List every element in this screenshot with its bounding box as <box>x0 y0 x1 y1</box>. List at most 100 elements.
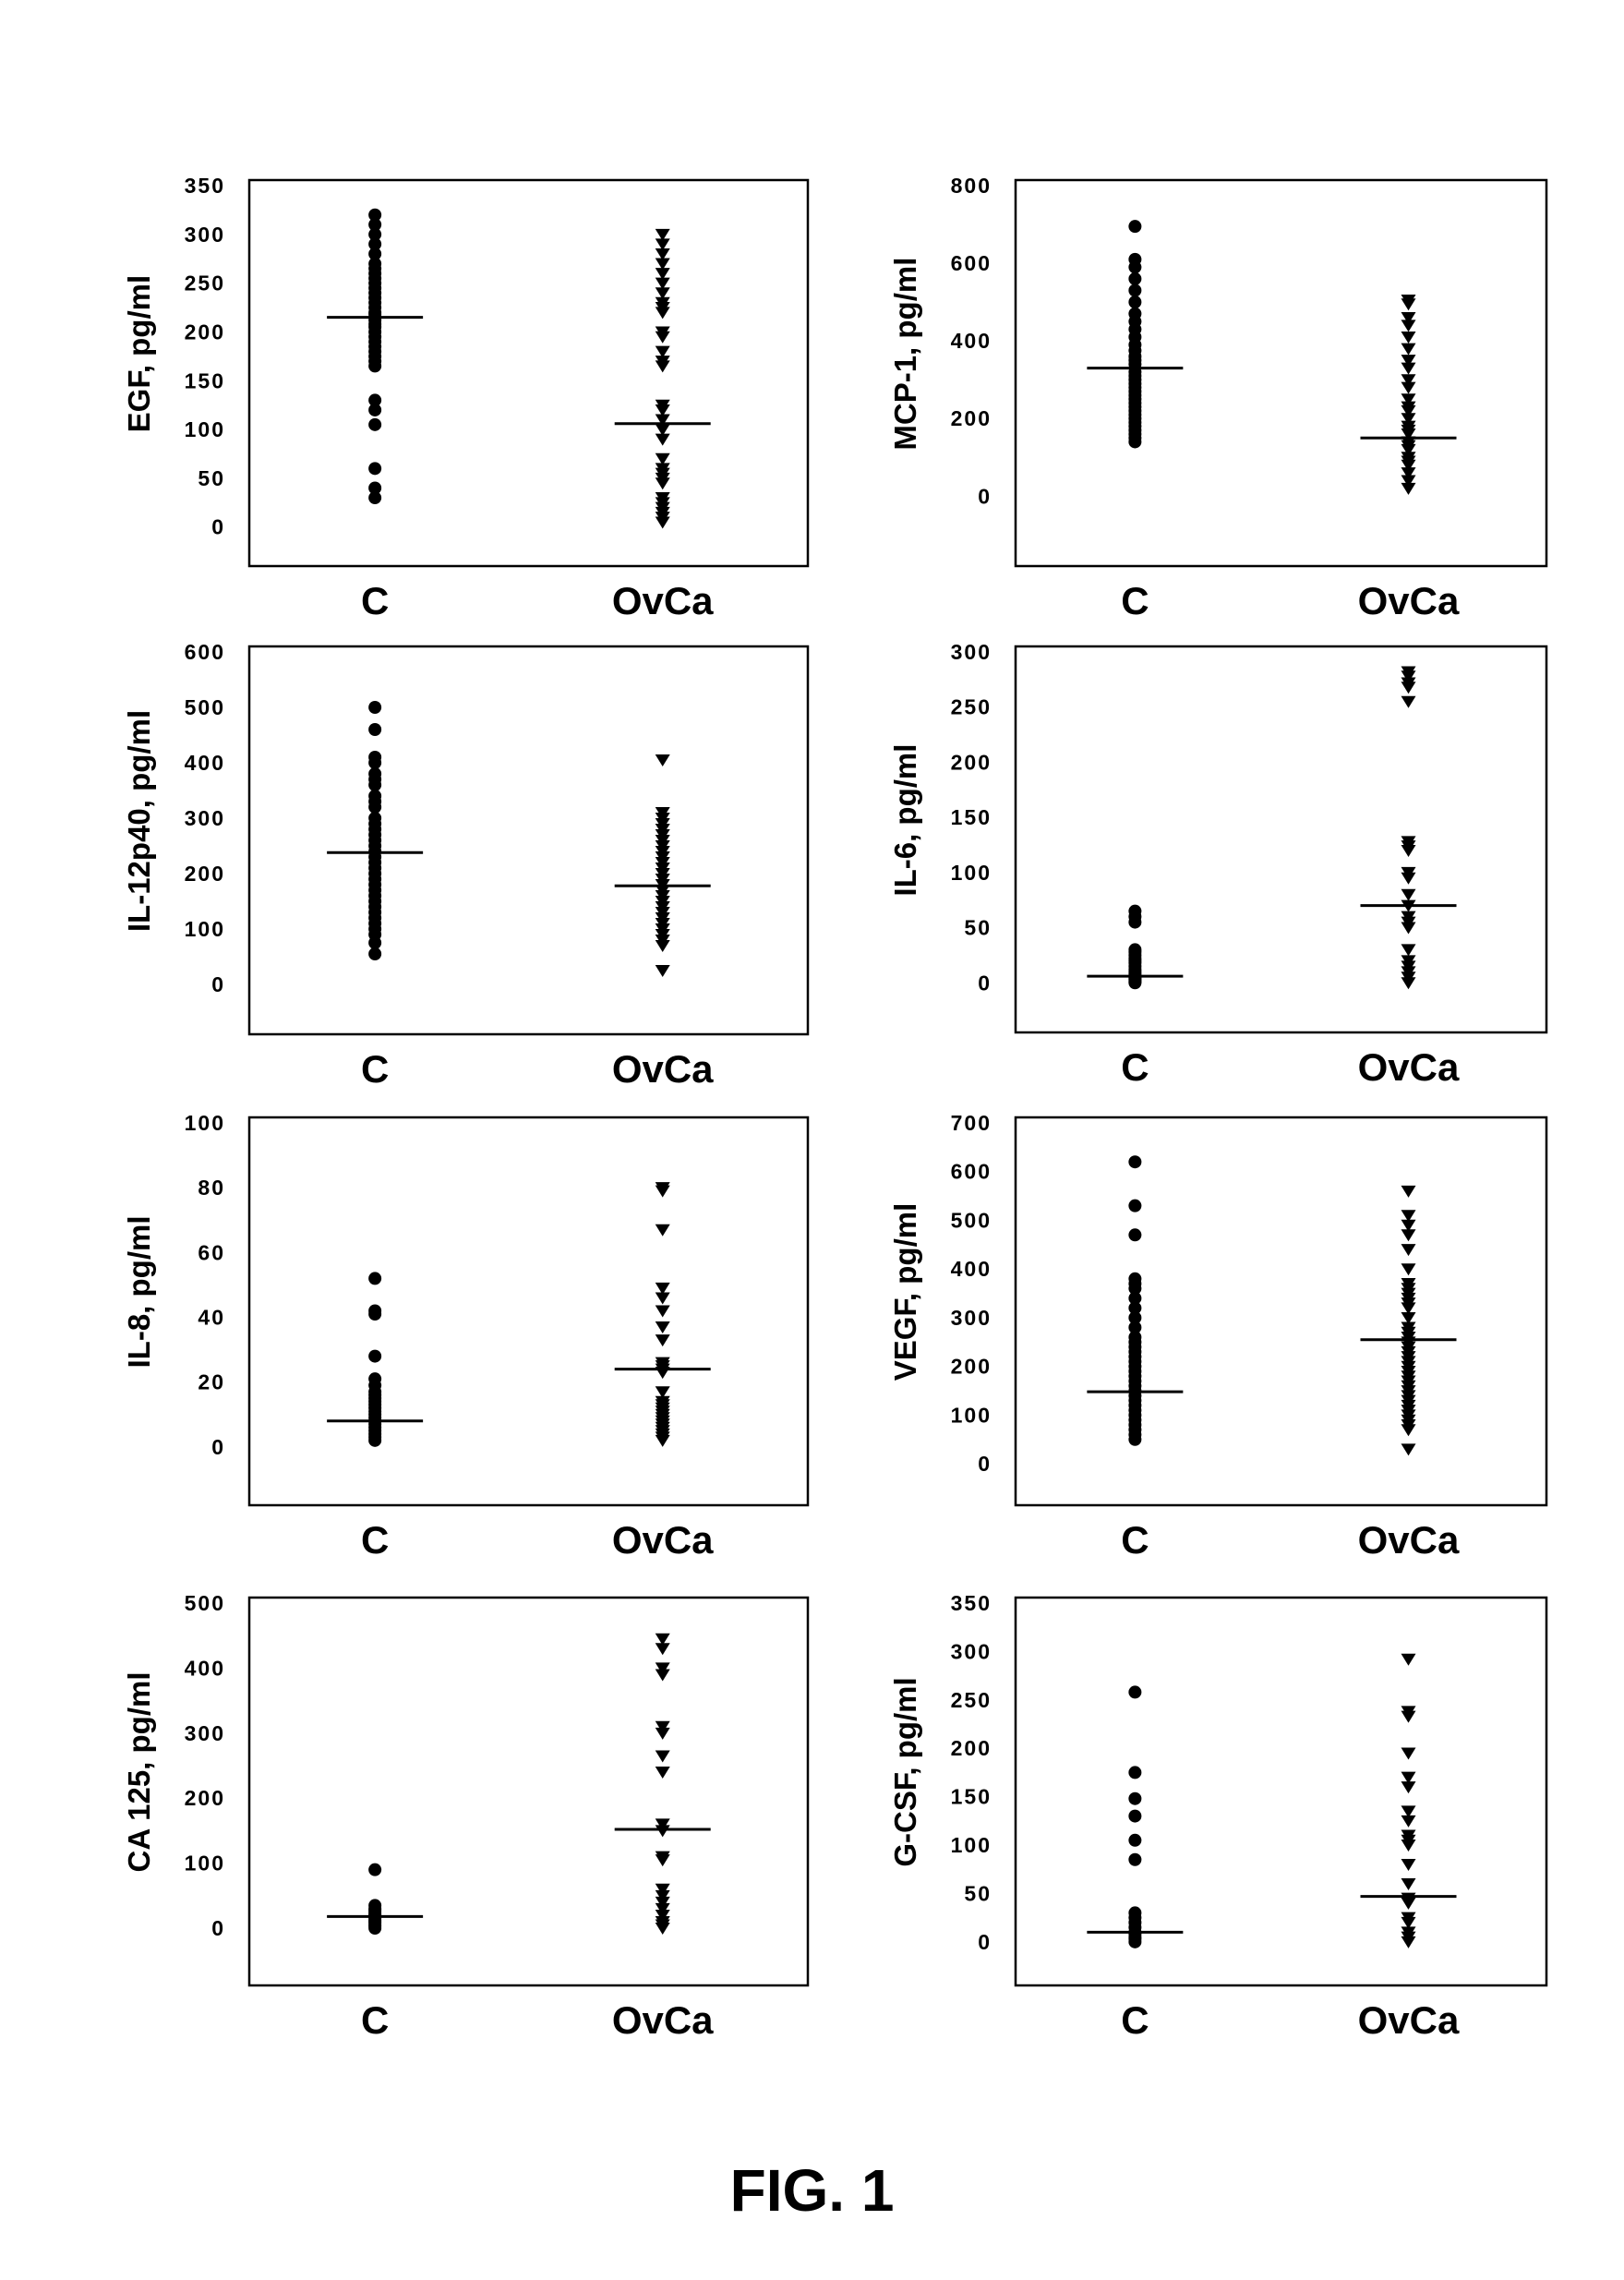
egf-category-label-ovca: OvCa <box>612 579 714 622</box>
ca-125-point-ovca <box>655 1854 670 1867</box>
mcp-1-point-ovca <box>1401 482 1416 495</box>
egf-point-ovca <box>655 287 670 300</box>
ca-125-point-ovca <box>655 1883 670 1896</box>
il6-panel: 0 50 100 150 200 250 300 IL-6, pg/ml C OvCa <box>888 640 1548 1089</box>
egf-ytick-label: 150 <box>185 368 225 392</box>
ca125-panel: 0 100 200 300 400 500 CA 125, pg/ml C OvCa <box>122 1591 810 2042</box>
il-12p40-category-label-ovca: OvCa <box>612 1047 714 1091</box>
vegf-ytick-label: 700 <box>951 1111 992 1135</box>
vegf-ytick-label: 200 <box>951 1355 992 1379</box>
mcp-1-point-ovca <box>1401 311 1416 324</box>
mcp-1-point-ovca <box>1401 443 1416 456</box>
il-8-ytick-label: 0 <box>211 1435 225 1459</box>
il-8-point-ovca <box>655 1305 670 1318</box>
egf-point-c <box>368 247 382 260</box>
mcp-1-point-ovca <box>1401 362 1416 375</box>
g-csf-point-ovca <box>1401 1897 1416 1910</box>
gcsf-panel: 0 50 100 150 200 250 300 350 G-CSF, pg/ml C OvCa <box>888 1591 1548 2042</box>
g-csf-point-ovca <box>1401 1858 1416 1871</box>
mcp-1-point-ovca <box>1401 413 1416 426</box>
il-8-point-c <box>368 1433 382 1447</box>
vegf-ytick-label: 600 <box>951 1160 992 1184</box>
ca-125-ytick-label: 200 <box>185 1786 225 1810</box>
egf-ytick-label: 100 <box>185 417 225 441</box>
il-12p40-ytick-label: 200 <box>185 862 225 886</box>
mcp-1-point-c <box>1128 220 1142 234</box>
egf-ytick-label: 300 <box>185 223 225 247</box>
vegf-point-ovca <box>1401 1229 1416 1242</box>
mcp-1-y-axis-label: MCP-1, pg/ml <box>888 258 922 451</box>
il-6-y-axis-label: IL-6, pg/ml <box>888 744 922 897</box>
mcp-1-point-ovca <box>1401 355 1416 368</box>
vegf-point-ovca <box>1401 1302 1416 1315</box>
il-8-point-ovca <box>655 1224 670 1237</box>
il-12p40-ytick-label: 500 <box>185 695 225 719</box>
il-8-plot-frame <box>247 1116 810 1507</box>
il-6-point-c <box>1128 915 1142 929</box>
il-12p40-point-c <box>368 801 382 814</box>
egf-point-ovca <box>655 345 670 358</box>
il-12p40-ytick-label: 600 <box>185 640 225 664</box>
g-csf-point-ovca <box>1401 1805 1416 1818</box>
il12p40-panel: 0 100 200 300 400 500 600 IL-12p40, pg/ml C OvCa <box>122 640 810 1091</box>
egf-point-ovca <box>655 258 670 271</box>
il-8-ytick-label: 100 <box>185 1111 225 1135</box>
mcp1-panel: 0 200 400 600 800 MCP-1, pg/ml C OvCa <box>888 174 1548 622</box>
vegf-point-c <box>1128 1432 1142 1446</box>
g-csf-point-ovca <box>1401 1781 1416 1794</box>
vegf-point-ovca <box>1401 1210 1416 1223</box>
il-8-point-ovca <box>655 1292 670 1305</box>
egf-point-c <box>368 237 382 251</box>
mcp-1-point-ovca <box>1401 404 1416 417</box>
ca-125-point-ovca <box>655 1902 670 1915</box>
egf-point-ovca <box>655 228 670 241</box>
g-csf-ytick-label: 300 <box>951 1639 992 1663</box>
egf-point-c <box>368 227 382 241</box>
il-6-point-ovca <box>1401 682 1416 694</box>
il-12p40-point-c <box>368 723 382 736</box>
il-6-ytick-label: 100 <box>951 861 992 885</box>
ca-125-point-ovca <box>655 1767 670 1779</box>
vegf-ytick-label: 100 <box>951 1403 992 1427</box>
g-csf-ytick-label: 150 <box>951 1785 992 1809</box>
g-csf-point-c <box>1128 1935 1142 1948</box>
vegf-point-ovca <box>1401 1443 1416 1456</box>
vegf-y-axis-label: VEGF, pg/ml <box>888 1203 922 1381</box>
g-csf-point-c <box>1128 1833 1142 1847</box>
g-csf-plot-frame <box>1014 1596 1548 1987</box>
vegf-point-c <box>1128 1199 1142 1212</box>
il-8-ytick-label: 40 <box>198 1306 225 1330</box>
il8-panel: 0 20 40 60 80 100 IL-8, pg/ml C OvCa <box>122 1111 810 1562</box>
egf-category-label-c: C <box>361 579 389 622</box>
vegf-point-c <box>1128 1228 1142 1242</box>
ca-125-point-ovca <box>655 1889 670 1902</box>
mcp-1-point-ovca <box>1401 331 1416 344</box>
il-8-ytick-label: 20 <box>198 1370 225 1394</box>
mcp-1-ytick-label: 0 <box>978 484 992 508</box>
g-csf-point-ovca <box>1401 1815 1416 1828</box>
ca-125-category-label-c: C <box>361 1998 389 2042</box>
vegf-point-c <box>1128 1310 1142 1324</box>
egf-ytick-label: 200 <box>185 320 225 344</box>
il-6-ytick-label: 50 <box>964 916 992 940</box>
il-6-ytick-label: 150 <box>951 805 992 829</box>
g-csf-category-label-ovca: OvCa <box>1358 1998 1460 2042</box>
il-6-point-c <box>1128 976 1142 990</box>
il-12p40-point-c <box>368 756 382 769</box>
ca-125-point-ovca <box>655 1825 670 1838</box>
g-csf-point-ovca <box>1401 1710 1416 1723</box>
mcp-1-point-ovca <box>1401 381 1416 394</box>
g-csf-point-ovca <box>1401 1916 1416 1929</box>
il-8-point-ovca <box>655 1334 670 1347</box>
g-csf-ytick-label: 50 <box>964 1881 992 1905</box>
il-8-point-ovca <box>655 1282 670 1295</box>
il-8-point-ovca <box>655 1434 670 1447</box>
mcp-1-plot-frame <box>1014 178 1548 568</box>
egf-point-ovca <box>655 360 670 373</box>
il-12p40-plot-frame <box>247 645 810 1036</box>
il-6-point-ovca <box>1401 844 1416 857</box>
mcp-1-point-c <box>1128 296 1142 309</box>
ca-125-ytick-label: 100 <box>185 1852 225 1876</box>
il-6-point-ovca <box>1401 872 1416 885</box>
ca-125-point-ovca <box>655 1669 670 1682</box>
